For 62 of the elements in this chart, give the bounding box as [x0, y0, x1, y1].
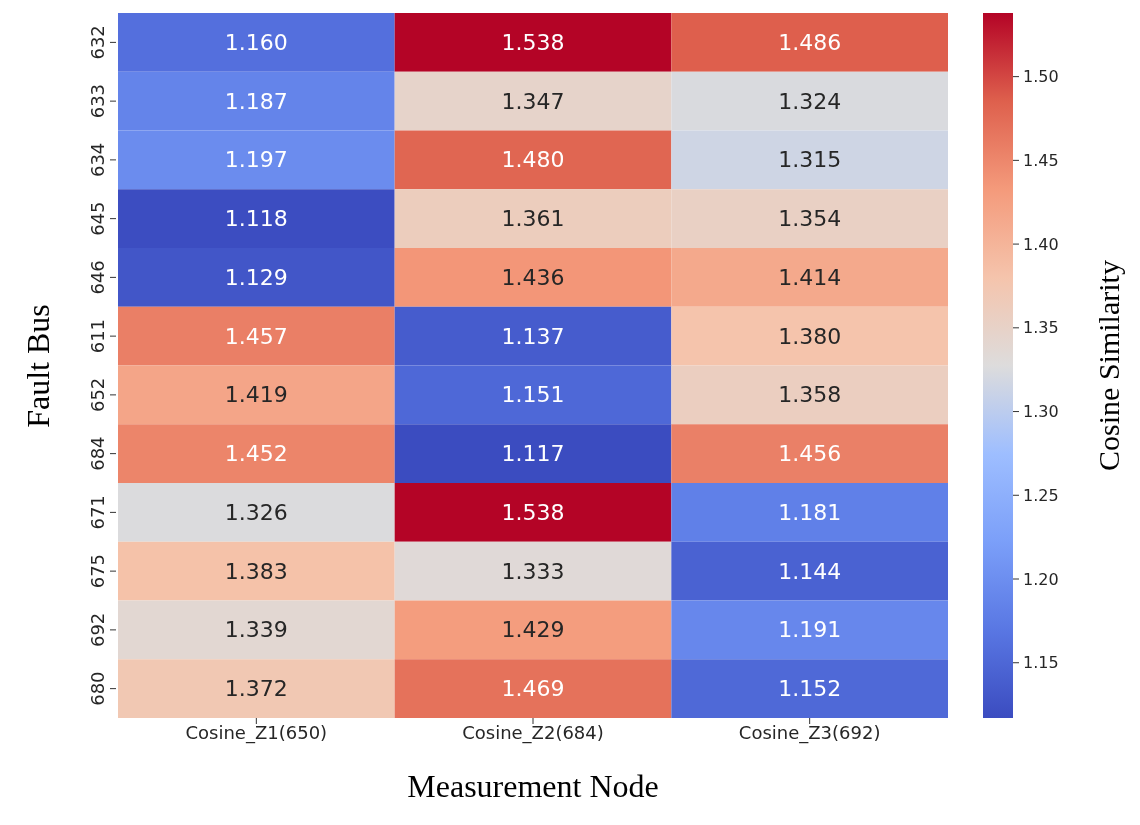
data-label: 1.457 — [224, 323, 288, 349]
data-label: 1.361 — [501, 206, 565, 232]
data-label: 1.452 — [224, 441, 288, 467]
data-label: 1.181 — [778, 499, 842, 525]
y-tick-label: 684 — [87, 436, 108, 471]
data-label: 1.469 — [501, 676, 565, 702]
color-bar-label: 1.30 — [1023, 402, 1059, 422]
data-label: 1.152 — [778, 676, 842, 702]
color-bar-title: Cosine Similarity — [1091, 260, 1125, 471]
data-label: 1.324 — [778, 88, 842, 114]
data-label: 1.414 — [778, 264, 842, 290]
y-tick-label: 634 — [87, 142, 108, 178]
data-label: 1.315 — [778, 147, 842, 173]
data-label: 1.117 — [501, 441, 565, 467]
data-label: 1.118 — [224, 206, 288, 232]
x-tick-label: Cosine_Z2(684) — [462, 721, 604, 744]
data-label: 1.372 — [224, 676, 288, 702]
y-tick-label: 652 — [87, 377, 108, 413]
x-tick-label: Cosine_Z1(650) — [185, 721, 328, 744]
x-tick-label: Cosine_Z3(692) — [738, 721, 881, 744]
data-label: 1.486 — [778, 29, 842, 55]
data-label: 1.480 — [501, 147, 565, 173]
y-tick-label: 680 — [87, 671, 108, 706]
data-label: 1.456 — [778, 441, 842, 467]
data-label: 1.538 — [501, 29, 565, 55]
color-bar-label: 1.35 — [1023, 318, 1059, 338]
data-label: 1.197 — [224, 147, 288, 173]
data-label: 1.151 — [501, 382, 565, 408]
data-label: 1.333 — [501, 558, 565, 584]
y-axis-title: Fault Bus — [19, 303, 57, 428]
data-label: 1.347 — [501, 88, 565, 114]
color-bar-label: 1.20 — [1023, 569, 1059, 589]
y-tick-label: 675 — [87, 553, 108, 589]
color-bar-label: 1.40 — [1023, 234, 1059, 254]
color-bar-label: 1.50 — [1023, 67, 1059, 87]
data-label: 1.191 — [778, 617, 842, 643]
data-label: 1.160 — [224, 29, 288, 55]
data-label: 1.538 — [501, 499, 565, 525]
color-bar-label: 1.15 — [1023, 653, 1059, 673]
data-label: 1.144 — [778, 558, 842, 584]
data-label: 1.129 — [224, 264, 288, 290]
data-label: 1.326 — [224, 499, 288, 525]
y-tick-label: 646 — [87, 260, 108, 295]
data-label: 1.354 — [778, 206, 842, 232]
color-bar-label: 1.45 — [1023, 150, 1059, 170]
y-tick-label: 633 — [87, 83, 108, 119]
data-label: 1.429 — [501, 617, 565, 643]
data-label: 1.419 — [224, 382, 288, 408]
data-label: 1.137 — [501, 323, 565, 349]
data-label: 1.380 — [778, 323, 842, 349]
y-tick-label: 645 — [87, 201, 108, 236]
y-tick-label: 671 — [87, 495, 108, 530]
y-tick-label: 632 — [87, 25, 108, 60]
data-label: 1.187 — [224, 88, 288, 114]
y-tick-label: 611 — [87, 318, 108, 354]
data-label: 1.358 — [778, 382, 842, 408]
x-axis-title: Measurement Node — [406, 768, 660, 805]
data-label: 1.383 — [224, 558, 288, 584]
color-bar-label: 1.25 — [1023, 485, 1059, 505]
data-label: 1.339 — [224, 617, 288, 643]
y-tick-label: 692 — [87, 612, 108, 648]
data-label: 1.436 — [501, 264, 565, 290]
